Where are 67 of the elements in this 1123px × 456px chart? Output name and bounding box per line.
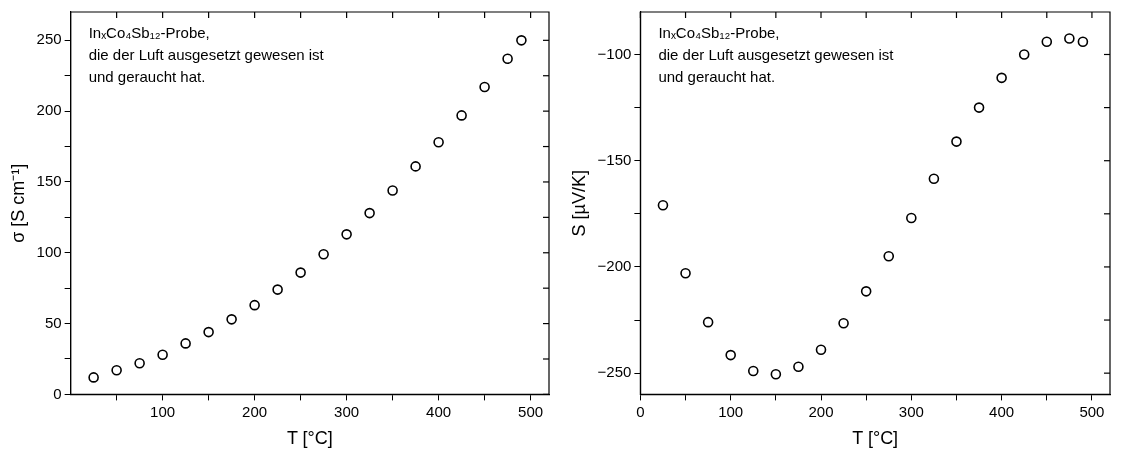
point [657,200,669,211]
point [996,72,1007,84]
y-tick-label: −200 [597,257,632,275]
point [502,53,513,65]
point [1041,36,1053,48]
point [456,110,467,121]
point [883,251,895,262]
point [479,81,490,93]
x-tick-label: 500 [1079,402,1105,420]
y-tick-label: 50 [44,313,62,331]
point [815,344,827,356]
point [793,361,804,373]
point [111,365,122,376]
x-tick-label: 200 [808,402,834,420]
x-tick-label: 400 [426,402,452,420]
y-tick-label: 100 [36,242,62,260]
point [387,185,398,196]
point [1064,33,1075,44]
point [928,173,940,185]
x-tick-label: 400 [989,402,1015,420]
point [1018,49,1030,60]
y-tick-label: 200 [36,101,62,119]
point [725,349,736,361]
point [157,349,168,361]
point [249,299,260,311]
point [295,267,306,278]
point [516,35,527,46]
point [680,268,691,279]
annotation: InₓCo₄Sb₁₂-Probe, die der Luft ausgesetzt gewesen ist und geraucht hat. [88,23,325,85]
point [134,357,145,369]
x-axis-title: T [°C] [852,428,899,449]
point [410,161,421,172]
point [838,317,849,329]
point [747,365,759,377]
point [433,137,444,148]
y-tick-label: 150 [36,172,62,190]
point [203,326,214,338]
x-tick-label: 100 [718,402,744,420]
point [364,207,375,219]
x-tick-label: 100 [150,402,176,420]
x-tick-label: 300 [898,402,924,420]
y-tick-label: −100 [597,44,632,62]
x-tick-label: 200 [242,402,268,420]
point [973,102,985,113]
y-axis-title: σ [S cm⁻¹] [7,163,28,243]
y-axis-title: S [µV/K] [568,170,589,237]
point [1077,36,1089,48]
x-tick-label: 0 [636,402,645,420]
y-tick-label: −150 [597,150,632,168]
x-axis-title: T [°C] [286,428,333,449]
y-tick-label: 250 [36,30,62,48]
point [860,286,872,297]
point [226,314,237,325]
y-tick-label: −250 [597,363,632,381]
point [951,136,962,147]
point [88,372,99,383]
point [341,229,352,240]
point [906,212,917,224]
point [272,284,283,295]
x-tick-label: 300 [334,402,360,420]
annotation: InₓCo₄Sb₁₂-Probe, die der Luft ausgesetzt gewesen ist und geraucht hat. [658,23,895,85]
point [770,368,782,380]
point [180,338,191,349]
point [702,316,714,328]
x-tick-label: 500 [518,402,544,420]
y-tick-label: 0 [53,384,62,402]
point [318,248,329,260]
